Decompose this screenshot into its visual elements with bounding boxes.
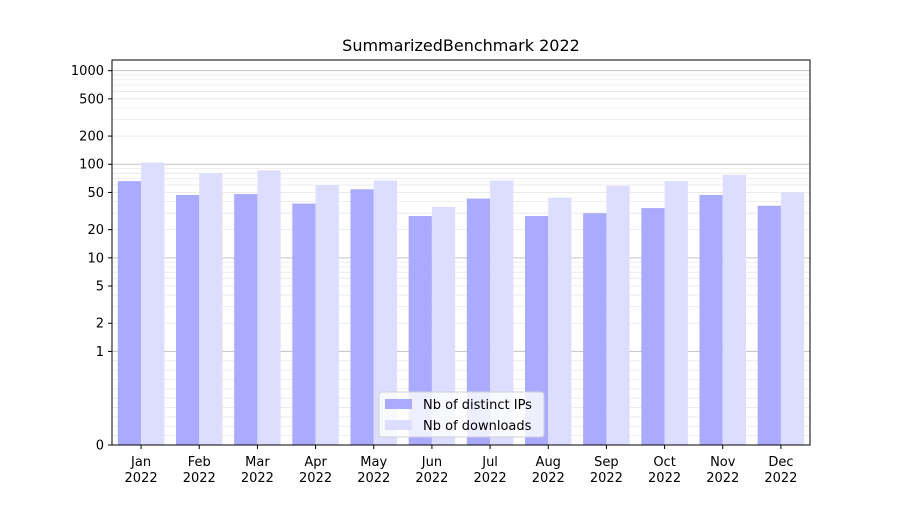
bar-distinct-ips-3 — [292, 203, 316, 445]
bar-downloads-6 — [490, 180, 514, 446]
legend-swatch — [385, 420, 412, 430]
legend-label: Nb of distinct IPs — [423, 398, 532, 413]
x-tick-label: Sep 2022 — [590, 455, 623, 486]
y-tick-label: 500 — [79, 92, 104, 107]
bar-distinct-ips-6 — [466, 198, 491, 445]
bars-layer — [117, 162, 805, 446]
x-tick-label: Feb 2022 — [183, 455, 216, 486]
grid-layer — [112, 70, 810, 446]
x-tick-label: Aug 2022 — [532, 455, 565, 486]
bar-distinct-ips-2 — [234, 194, 258, 445]
x-tick-label: Jan 2022 — [125, 455, 158, 486]
bar-distinct-ips-5 — [408, 215, 432, 445]
legend-swatch — [385, 399, 412, 409]
bar-downloads-5 — [431, 206, 456, 445]
bar-distinct-ips-4 — [350, 189, 374, 445]
bar-distinct-ips-9 — [641, 208, 665, 445]
y-tick-label: 2 — [96, 317, 104, 332]
y-tick-label: 5 — [96, 280, 104, 295]
ticks-layer: 0 1 2 5 10 20 50 100 200 500 1000 Jan 2022 Feb 2022 Mar… — [71, 64, 798, 486]
plot-frame — [111, 59, 811, 446]
x-tick-label: Mar 2022 — [241, 455, 274, 486]
bar-downloads-10 — [722, 174, 747, 445]
x-tick-label: May 2022 — [357, 455, 390, 486]
legend-box — [378, 391, 545, 438]
bar-downloads-9 — [664, 181, 688, 445]
bar-downloads-8 — [606, 185, 630, 446]
bar-downloads-3 — [315, 185, 339, 445]
bar-distinct-ips-7 — [524, 215, 549, 445]
bar-distinct-ips-1 — [175, 194, 200, 445]
y-tick-label: 100 — [79, 158, 104, 173]
bar-downloads-4 — [373, 180, 398, 446]
bar-distinct-ips-10 — [699, 194, 723, 445]
x-tick-label: Oct 2022 — [648, 455, 681, 486]
y-tick-label: 10 — [87, 251, 104, 266]
bar-distinct-ips-8 — [583, 213, 607, 445]
chart-title: SummarizedBenchmark 2022 — [342, 36, 580, 55]
y-tick-label: 0 — [96, 439, 104, 454]
bar-downloads-11 — [780, 192, 805, 445]
bar-downloads-2 — [257, 170, 281, 445]
bar-distinct-ips-0 — [117, 181, 142, 445]
x-tick-label: Nov 2022 — [706, 455, 739, 486]
x-tick-label: Jul 2022 — [474, 455, 507, 486]
bar-downloads-1 — [199, 173, 223, 445]
x-tick-label: Dec 2022 — [764, 455, 797, 486]
y-tick-label: 200 — [79, 130, 104, 145]
bar-downloads-0 — [141, 162, 165, 445]
legend: Nb of distinct IPs Nb of downloads — [378, 391, 545, 438]
y-tick-label: 1000 — [71, 64, 104, 79]
y-tick-label: 20 — [87, 223, 104, 238]
bar-distinct-ips-11 — [757, 205, 781, 445]
y-tick-label: 50 — [87, 186, 104, 201]
x-tick-label: Jun 2022 — [415, 455, 448, 486]
bar-downloads-7 — [548, 197, 572, 445]
y-tick-label: 1 — [96, 345, 104, 360]
x-tick-label: Apr 2022 — [299, 455, 332, 486]
legend-label: Nb of downloads — [423, 419, 532, 434]
